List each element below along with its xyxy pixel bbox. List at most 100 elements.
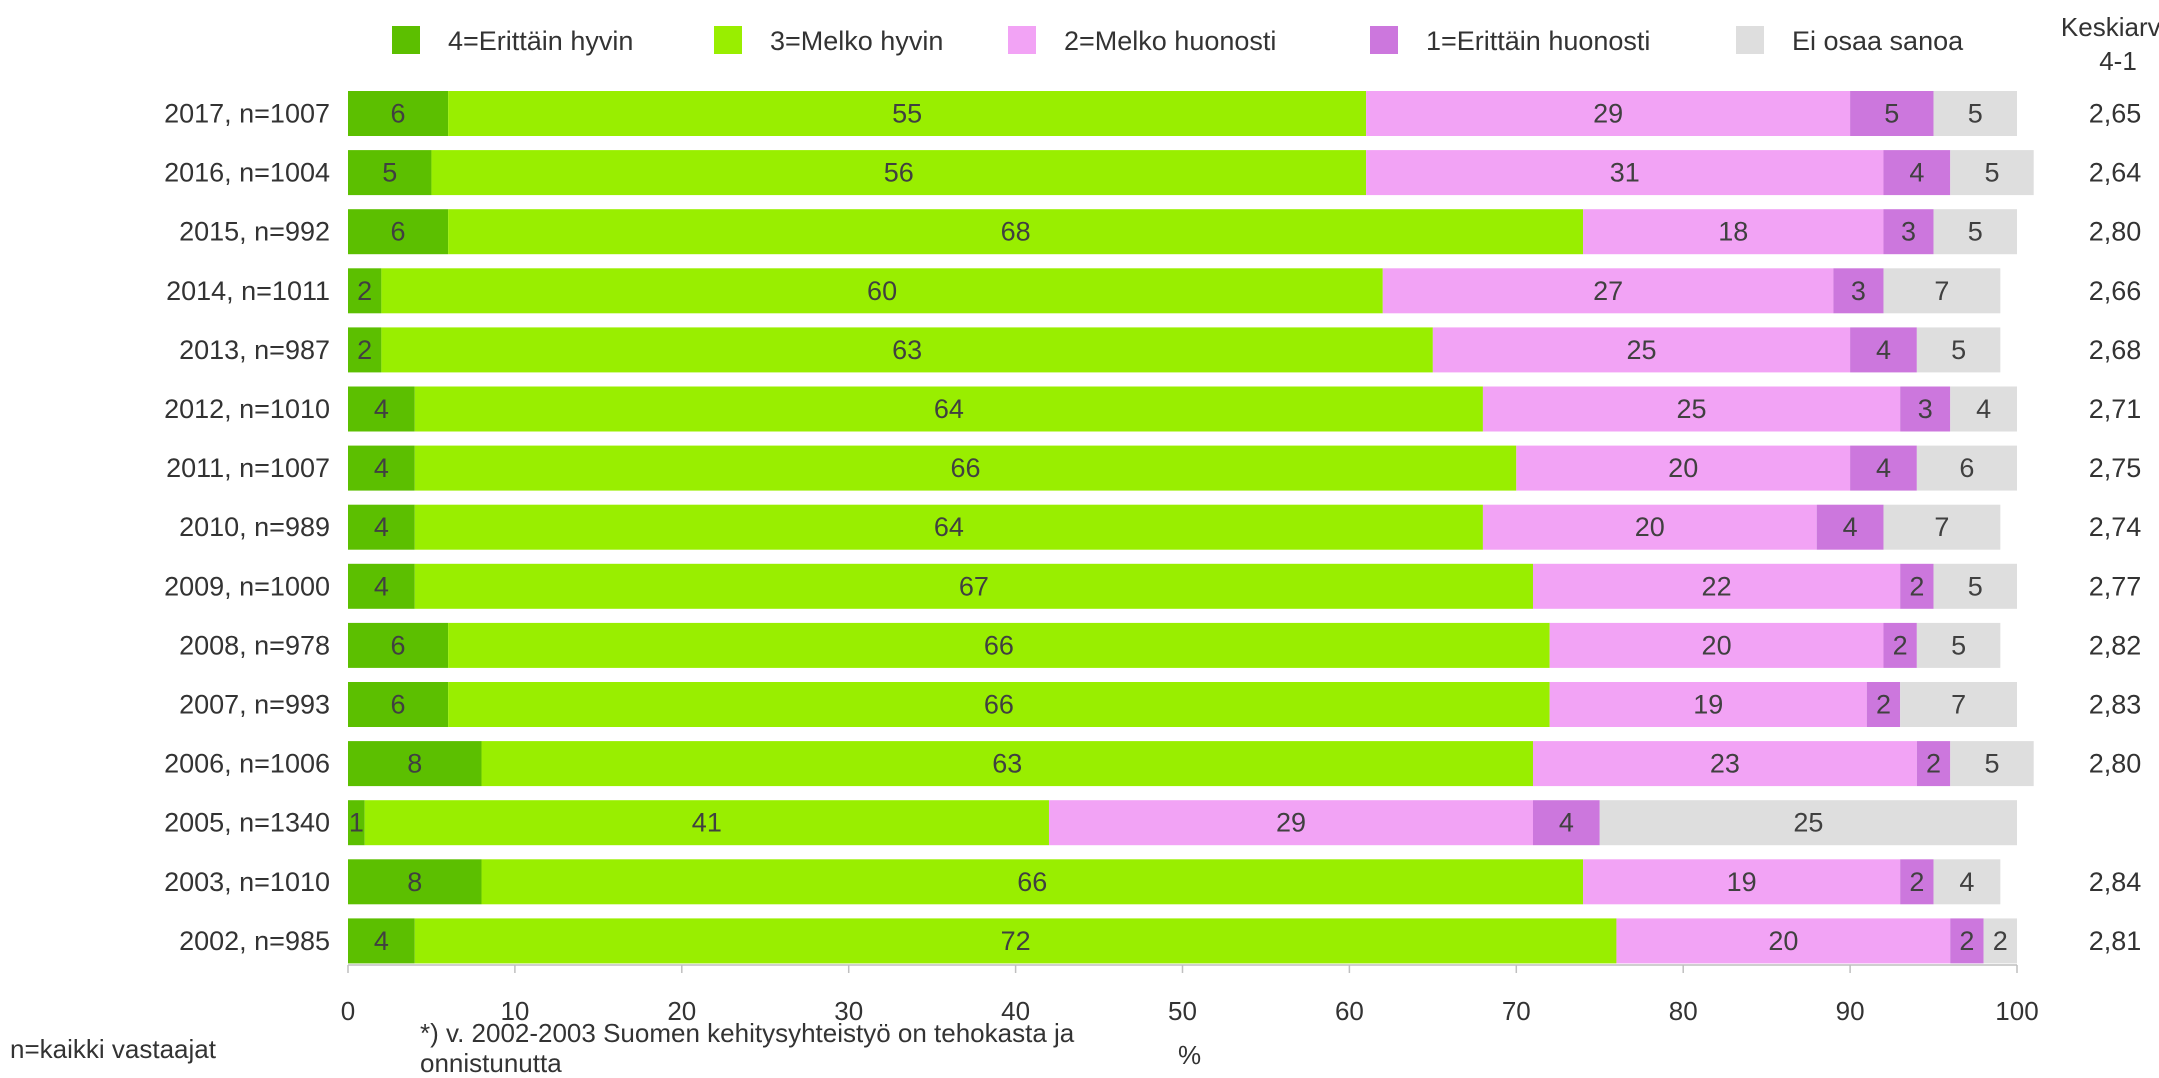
category-label: 2005, n=1340 bbox=[164, 808, 330, 838]
bar-segment bbox=[1933, 209, 2017, 255]
bar-segment bbox=[1916, 445, 2017, 491]
bar-segment bbox=[414, 445, 1517, 491]
bar-segment bbox=[1366, 150, 1884, 196]
data-label: 64 bbox=[934, 394, 964, 424]
bar-segment bbox=[1549, 622, 1884, 668]
data-label: 2 bbox=[1909, 571, 1924, 601]
bar-segment bbox=[1599, 800, 2017, 846]
data-label: 2 bbox=[1909, 867, 1924, 897]
x-tick-label: 30 bbox=[834, 996, 863, 1026]
bar-segment bbox=[448, 91, 1367, 136]
data-label: 5 bbox=[1984, 749, 1999, 779]
average-value: 2,65 bbox=[2089, 99, 2142, 129]
footer-respondents-note: n=kaikki vastaajat bbox=[10, 1034, 216, 1064]
data-label: 4 bbox=[374, 394, 389, 424]
category-label: 2012, n=1010 bbox=[164, 394, 330, 424]
bar-segment bbox=[1432, 327, 1851, 373]
data-label: 25 bbox=[1626, 335, 1656, 365]
x-axis: 0 10 20 30 40 50 60 70 80 90 100 bbox=[341, 964, 2039, 1026]
legend-label: 2=Melko huonosti bbox=[1064, 26, 1276, 56]
bar-segment bbox=[448, 682, 1550, 727]
bar-segment bbox=[1850, 91, 1934, 136]
data-label: 56 bbox=[884, 158, 914, 188]
bar-segment bbox=[348, 209, 449, 255]
legend-label: 4=Erittäin hyvin bbox=[448, 26, 633, 56]
data-label: 66 bbox=[984, 630, 1014, 660]
data-label: 22 bbox=[1702, 571, 1732, 601]
data-label: 5 bbox=[1884, 99, 1899, 129]
data-label: 5 bbox=[382, 158, 397, 188]
data-label: 5 bbox=[1951, 335, 1966, 365]
bar-segment bbox=[348, 91, 449, 136]
data-label: 4 bbox=[374, 926, 389, 956]
bar-segment bbox=[1950, 150, 2034, 196]
data-label: 1 bbox=[349, 808, 364, 838]
category-label: 2006, n=1006 bbox=[164, 749, 330, 779]
bar-segment bbox=[348, 268, 382, 314]
average-column-title: Keskiarvo 4-1 bbox=[2061, 12, 2159, 76]
bar-segment bbox=[1833, 268, 1884, 314]
data-label: 31 bbox=[1610, 158, 1640, 188]
legend-label: 3=Melko hyvin bbox=[770, 26, 943, 56]
category-label: 2014, n=1011 bbox=[166, 276, 330, 306]
data-label: 2 bbox=[1893, 630, 1908, 660]
data-label: 20 bbox=[1702, 630, 1732, 660]
bar-segment bbox=[1883, 622, 1917, 668]
data-label: 8 bbox=[407, 867, 422, 897]
data-label: 66 bbox=[951, 453, 981, 483]
bar-segment bbox=[1900, 859, 1934, 905]
bar-segment bbox=[414, 386, 1483, 432]
average-value: 2,75 bbox=[2089, 453, 2142, 483]
bar-segment bbox=[1916, 327, 2001, 373]
bar-segment bbox=[1549, 682, 1867, 727]
data-label: 4 bbox=[1843, 512, 1858, 542]
bar-segment bbox=[1883, 209, 1934, 255]
x-tick-label: 60 bbox=[1335, 996, 1364, 1026]
bar-segment bbox=[1900, 682, 2017, 727]
bar-segment bbox=[481, 741, 1533, 787]
legend-label: Ei osaa sanoa bbox=[1792, 26, 1964, 56]
bar-segment bbox=[348, 563, 415, 609]
bar-segment bbox=[1516, 445, 1851, 491]
data-label: 63 bbox=[992, 749, 1022, 779]
bar-segment bbox=[1883, 268, 2001, 314]
data-label: 4 bbox=[374, 512, 389, 542]
average-value: 2,82 bbox=[2089, 630, 2142, 660]
data-label: 2 bbox=[1993, 926, 2008, 956]
data-label: 20 bbox=[1635, 512, 1665, 542]
average-title-line: Keskiarvo bbox=[2061, 12, 2159, 42]
average-value: 2,80 bbox=[2089, 217, 2142, 247]
bar-segment bbox=[1883, 150, 1951, 196]
data-label: 7 bbox=[1951, 690, 1966, 720]
data-label: 18 bbox=[1718, 217, 1748, 247]
bar-segment bbox=[1950, 741, 2034, 787]
legend-swatch bbox=[1008, 26, 1036, 54]
data-label: 27 bbox=[1593, 276, 1623, 306]
data-label: 25 bbox=[1677, 394, 1707, 424]
data-label: 4 bbox=[1909, 158, 1924, 188]
data-label: 3 bbox=[1901, 217, 1916, 247]
legend-swatch bbox=[392, 26, 420, 54]
bar-segment bbox=[1482, 504, 1817, 550]
bar-segment bbox=[1532, 563, 1901, 609]
bar-segment bbox=[1950, 918, 1984, 964]
data-label: 4 bbox=[374, 571, 389, 601]
data-label: 41 bbox=[692, 808, 722, 838]
bar-segment bbox=[1850, 445, 1917, 491]
data-label: 66 bbox=[984, 690, 1014, 720]
data-label: 2 bbox=[357, 276, 372, 306]
data-label: 4 bbox=[1876, 453, 1891, 483]
data-label: 25 bbox=[1793, 808, 1823, 838]
data-label: 6 bbox=[391, 99, 406, 129]
bar-segment bbox=[1866, 682, 1901, 727]
bar-segment bbox=[414, 563, 1533, 609]
data-label: 19 bbox=[1727, 867, 1757, 897]
bar-segment bbox=[414, 918, 1617, 964]
bar-segment bbox=[1616, 918, 1951, 964]
bar-segment bbox=[1983, 918, 2017, 964]
bar-segment bbox=[1916, 622, 2001, 668]
category-label: 2009, n=1000 bbox=[164, 571, 330, 601]
data-label: 6 bbox=[391, 630, 406, 660]
category-label: 2015, n=992 bbox=[179, 217, 330, 247]
